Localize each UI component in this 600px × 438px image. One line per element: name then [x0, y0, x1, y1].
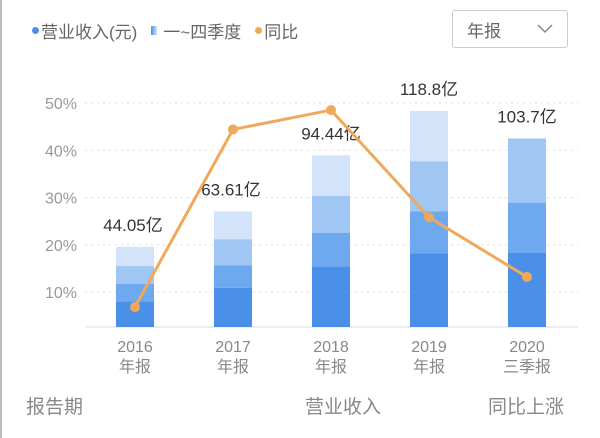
- yoy-point: [130, 302, 140, 313]
- bar-segment-q2: [214, 265, 252, 288]
- legend-quarters-label: 一~四季度: [163, 23, 242, 42]
- bar-segment-q4: [410, 111, 448, 162]
- yoy-dot-icon: [255, 27, 263, 34]
- legend-revenue-label: 营业收入(元): [41, 23, 138, 42]
- x-tick-period: 年报: [217, 358, 249, 376]
- bar-segment-q1: [410, 253, 448, 327]
- y-tick-label: 50%: [45, 96, 77, 113]
- revenue-chart: 10% 20% 30% 40% 50% 44.05亿 2016 年报 63.61亿 2017 年报 9…: [45, 80, 578, 376]
- y-tick-label: 30%: [45, 191, 77, 208]
- y-tick-label: 20%: [45, 238, 77, 255]
- legend-revenue[interactable]: 营业收入(元): [32, 18, 137, 43]
- bar-segment-q3: [116, 266, 154, 284]
- x-tick-period: 年报: [413, 358, 445, 376]
- y-tick-label: 40%: [45, 143, 77, 160]
- bar-segment-q2: [116, 283, 154, 302]
- bar-segment-q1: [312, 266, 350, 327]
- bar-segment-q2: [508, 202, 546, 253]
- bar-segment-q4: [214, 211, 252, 240]
- footer-period-header[interactable]: 报告期: [26, 397, 84, 418]
- chart-legend: 营业收入(元) 一~四季度 同比: [32, 18, 312, 43]
- x-tick-period: 三季报: [503, 358, 551, 376]
- bar-segment-q3: [214, 239, 252, 266]
- revenue-data-label: 63.61亿: [201, 180, 261, 199]
- quarters-gradient-icon: [151, 26, 158, 35]
- bar-segment-q1: [214, 287, 252, 327]
- bar-segment-q3: [312, 195, 350, 233]
- yoy-point: [522, 271, 532, 282]
- period-select[interactable]: 年报: [452, 10, 568, 48]
- chevron-down-icon: [537, 24, 553, 34]
- x-tick-year: 2019: [411, 339, 447, 356]
- x-tick-period: 年报: [315, 358, 347, 376]
- y-tick-label: 10%: [45, 285, 77, 302]
- revenue-data-label: 94.44亿: [301, 124, 361, 143]
- yoy-point: [326, 105, 336, 116]
- revenue-data-label: 103.7亿: [497, 107, 557, 126]
- x-tick-period: 年报: [119, 358, 151, 376]
- revenue-data-label: 44.05亿: [103, 216, 163, 235]
- revenue-dot-icon: [32, 27, 39, 34]
- legend-yoy-label: 同比: [264, 23, 299, 42]
- x-tick-year: 2016: [117, 339, 153, 356]
- left-border: [0, 0, 2, 438]
- bar-segment-q2: [312, 233, 350, 267]
- bar-segment-q1: [508, 253, 546, 327]
- period-select-value: 年报: [467, 21, 501, 41]
- bar-segment-q4: [312, 155, 350, 196]
- yoy-point: [228, 124, 238, 135]
- legend-yoy[interactable]: 同比: [255, 18, 298, 43]
- footer-yoy-header[interactable]: 同比上涨: [488, 397, 565, 418]
- revenue-data-label: 118.8亿: [400, 80, 458, 99]
- x-tick-year: 2017: [215, 339, 251, 356]
- x-tick-year: 2020: [509, 339, 545, 356]
- x-tick-year: 2018: [313, 339, 349, 356]
- bar-segment-q4: [116, 246, 154, 267]
- legend-quarters[interactable]: 一~四季度: [151, 18, 241, 43]
- yoy-point: [424, 212, 434, 223]
- footer-revenue-header[interactable]: 营业收入: [305, 397, 382, 418]
- bar-segment-q3: [508, 138, 546, 203]
